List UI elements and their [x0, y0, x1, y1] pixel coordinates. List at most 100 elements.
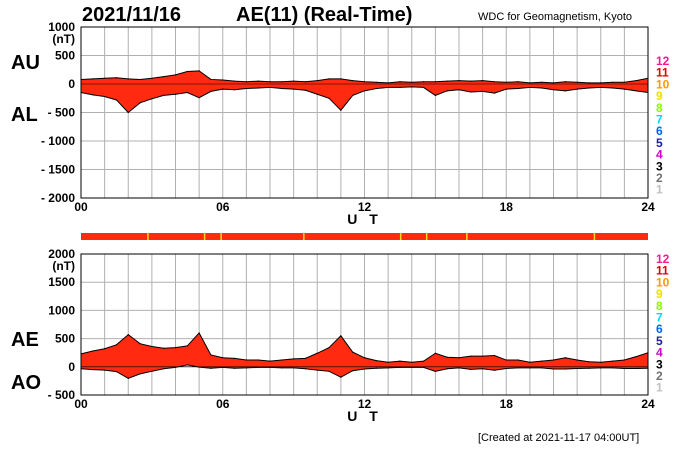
coverage-mark [220, 233, 222, 240]
data-point-ao [163, 368, 165, 370]
x-tick-label: 24 [641, 397, 655, 411]
station-count-key: 7 [656, 311, 663, 325]
station-count-key: 9 [656, 287, 663, 301]
upper-panel: 1000 500 0 - 500 - 1000 - 1500 - 2000 (nT) 00 06 1… [41, 20, 670, 227]
data-point-ae [139, 343, 141, 345]
data-point-ao [458, 367, 460, 369]
data-point-al [399, 86, 401, 89]
data-point-au [186, 70, 188, 73]
data-point-ao [316, 369, 318, 371]
data-point-ao [541, 367, 543, 369]
upper-envelope-fill [81, 70, 648, 113]
data-point-al [174, 93, 177, 95]
data-point-al [269, 86, 271, 89]
y-tick-label: 0 [68, 77, 75, 91]
data-point-ae [269, 360, 271, 362]
data-point-al [482, 90, 484, 93]
data-point-au [576, 81, 578, 83]
data-point-au [529, 82, 531, 84]
y-unit-label: (nT) [52, 259, 75, 273]
data-point-au [340, 78, 342, 80]
y-tick-label: - 1500 [41, 163, 75, 177]
data-point-al [245, 87, 247, 90]
data-point-ao [245, 367, 247, 369]
data-point-al [340, 109, 342, 111]
station-count-key: 6 [656, 124, 663, 138]
data-point-au [174, 74, 177, 76]
data-point-al [564, 90, 566, 92]
data-point-ae [186, 345, 188, 347]
station-count-key: 10 [656, 77, 670, 91]
data-point-au [375, 81, 377, 83]
data-point-ae [588, 361, 590, 363]
station-count-key: 4 [656, 346, 663, 360]
data-point-al [210, 90, 212, 93]
data-point-au [600, 82, 602, 84]
data-point-ae [541, 360, 543, 362]
data-point-ae [257, 359, 259, 361]
data-point-au [269, 81, 271, 83]
data-point-al [434, 94, 436, 96]
x-tick-label: 18 [500, 397, 514, 411]
station-count-key: 3 [656, 357, 663, 371]
data-point-al [623, 88, 625, 90]
data-point-al [411, 86, 413, 88]
data-point-al [422, 86, 425, 89]
data-point-ae [127, 334, 129, 336]
data-point-al [552, 89, 555, 91]
data-point-al [281, 87, 283, 90]
station-count-key: 3 [656, 159, 663, 173]
data-point-ae [293, 358, 295, 360]
data-point-ae [411, 361, 413, 363]
data-point-ae [529, 361, 531, 363]
data-point-ao [151, 370, 153, 372]
data-point-ae [363, 357, 366, 359]
data-point-al [222, 88, 224, 90]
data-point-ao [139, 373, 141, 375]
data-point-au [198, 70, 200, 72]
coverage-mark [303, 233, 305, 240]
coverage-mark [425, 233, 428, 240]
station-count-key: 1 [656, 183, 663, 197]
station-count-key: 2 [656, 171, 663, 185]
data-point-au [541, 81, 543, 83]
ao-label: AO [11, 372, 41, 394]
x-tick-label: 12 [358, 397, 372, 411]
data-point-ae [482, 355, 484, 357]
data-point-ao [210, 367, 212, 369]
data-point-ao [623, 367, 625, 370]
data-point-al [233, 89, 236, 91]
x-tick-label: 06 [216, 200, 230, 214]
data-point-au [304, 81, 307, 83]
x-tick-label: 00 [74, 397, 88, 411]
data-point-au [493, 81, 496, 83]
data-point-al [588, 87, 590, 89]
data-point-al [151, 98, 153, 100]
data-point-au [151, 77, 153, 79]
data-point-ao [576, 367, 578, 370]
data-point-au [517, 81, 519, 83]
data-point-au [328, 78, 330, 80]
y-unit-label: (nT) [52, 32, 75, 46]
data-point-ae [600, 361, 602, 363]
data-point-al [470, 91, 472, 93]
data-point-ao [493, 369, 496, 371]
date-title: 2021/11/16 [82, 4, 181, 26]
data-point-au [611, 81, 614, 83]
data-point-ao [505, 367, 507, 370]
y-tick-label: - 1000 [41, 134, 75, 148]
data-point-ae [151, 345, 153, 348]
data-point-al [139, 102, 141, 104]
data-point-ae [198, 332, 200, 334]
data-point-ae [399, 360, 401, 362]
data-point-ao [375, 367, 377, 369]
data-point-ae [434, 352, 436, 354]
data-point-ao [446, 368, 448, 370]
data-point-al [328, 97, 330, 99]
plot-frame [80, 26, 649, 199]
x-tick-label: 12 [358, 200, 372, 214]
data-point-au [505, 81, 507, 83]
data-point-ae [281, 359, 283, 361]
data-point-al [529, 86, 531, 89]
